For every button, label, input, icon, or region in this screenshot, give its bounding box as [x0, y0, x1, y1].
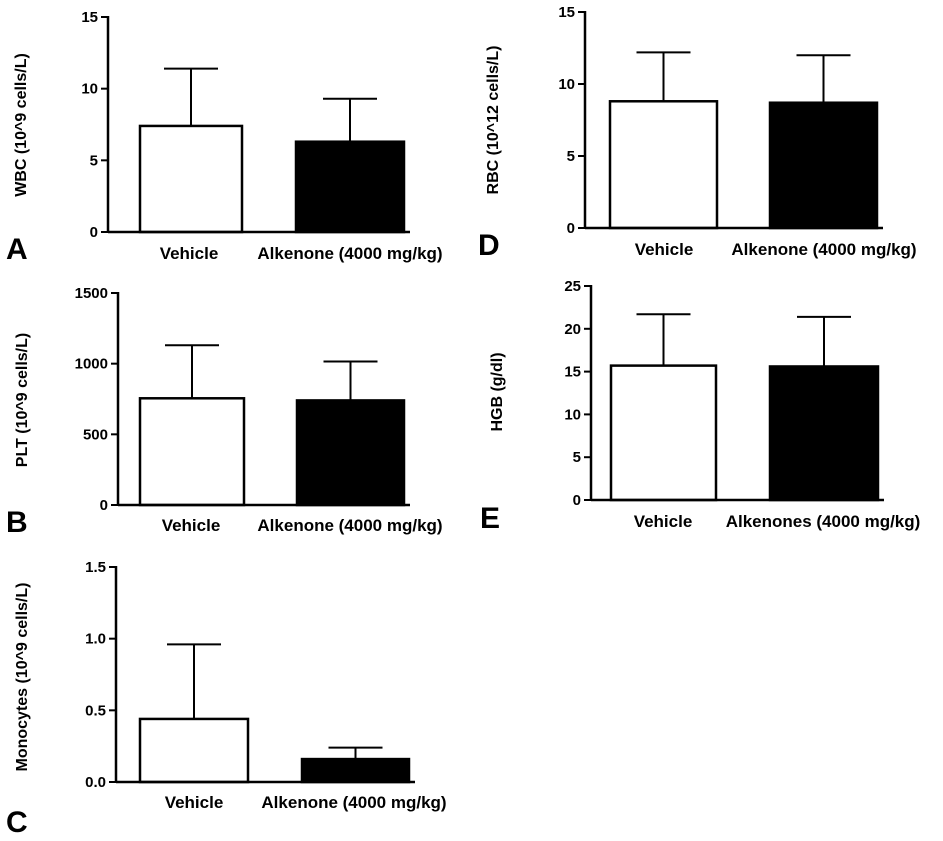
y-tick-label: 5 [573, 449, 581, 466]
y-axis-label: WBC (10^9 cells/L) [13, 53, 30, 197]
y-tick-label: 1500 [75, 285, 108, 302]
panel-e: 0 5 10 15 20 25 Vehicle Alkenones (4000 mg/kg) H… [480, 278, 920, 535]
y-tick-label: 15 [81, 9, 98, 26]
y-tick-label: 0 [567, 220, 575, 237]
y-tick-label: 15 [564, 364, 581, 381]
y-tick-label: 25 [564, 278, 581, 295]
panel-letter: E [480, 502, 500, 535]
y-tick-label: 10 [564, 406, 581, 423]
panel-c: 0.0 0.5 1.0 1.5 Vehicle Alkenone (4000 mg/kg)… [6, 559, 447, 839]
y-axis-label: RBC (10^12 cells/L) [485, 46, 502, 195]
category-label-vehicle: Vehicle [635, 240, 694, 259]
y-tick-label: 0.5 [85, 702, 106, 719]
bar-vehicle [138, 717, 250, 784]
category-label-vehicle: Vehicle [165, 793, 224, 812]
y-tick-label: 20 [564, 321, 581, 338]
y-axis-label: PLT (10^9 cells/L) [14, 333, 31, 467]
y-tick-label: 10 [558, 76, 575, 93]
y-tick-label: 500 [83, 426, 108, 443]
panel-d: 0 5 10 15 Vehicle Alkenone (4000 mg/kg) RBC (1… [478, 4, 917, 262]
y-tick-label: 1000 [75, 356, 108, 373]
y-tick-label: 10 [81, 81, 98, 98]
category-label-vehicle: Vehicle [634, 512, 693, 531]
y-tick-label: 0 [573, 492, 581, 509]
bar-vehicle [608, 100, 719, 230]
category-label-alkenone: Alkenone (4000 mg/kg) [257, 516, 442, 535]
y-tick-label: 5 [90, 152, 98, 169]
y-tick-label: 0 [100, 497, 108, 514]
panel-letter: B [6, 506, 28, 539]
y-tick-label: 5 [567, 148, 575, 165]
panel-a: 0 5 10 15 Vehicle Alkenone (4000 mg/kg) WBC (1… [6, 9, 443, 266]
y-axis-label: HGB (g/dl) [489, 352, 506, 431]
y-tick-label: 1.5 [85, 559, 106, 576]
bar-alkenone [768, 101, 879, 230]
bar-alkenone [768, 365, 880, 502]
bar-vehicle [138, 124, 244, 234]
panel-letter: C [6, 806, 28, 839]
y-tick-label: 0 [90, 224, 98, 241]
bar-alkenone [295, 399, 406, 507]
category-label-alkenone: Alkenone (4000 mg/kg) [257, 244, 442, 263]
panel-letter: D [478, 229, 500, 262]
y-tick-label: 15 [558, 4, 575, 21]
category-label-alkenone: Alkenone (4000 mg/kg) [261, 793, 446, 812]
bar-alkenone [294, 140, 406, 234]
panel-b: 0 500 1000 1500 Vehicle Alkenone (4000 mg/kg)… [6, 285, 443, 539]
category-label-vehicle: Vehicle [162, 516, 221, 535]
bar-vehicle [138, 397, 246, 507]
bar-alkenone [300, 757, 411, 784]
category-label-alkenone: Alkenone (4000 mg/kg) [731, 240, 916, 259]
y-tick-label: 0.0 [85, 774, 106, 791]
panel-letter: A [6, 233, 28, 266]
bar-vehicle [609, 364, 718, 502]
y-tick-label: 1.0 [85, 631, 106, 648]
category-label-vehicle: Vehicle [160, 244, 219, 263]
category-label-alkenone: Alkenones (4000 mg/kg) [726, 512, 921, 531]
y-axis-label: Monocytes (10^9 cells/L) [14, 583, 31, 772]
